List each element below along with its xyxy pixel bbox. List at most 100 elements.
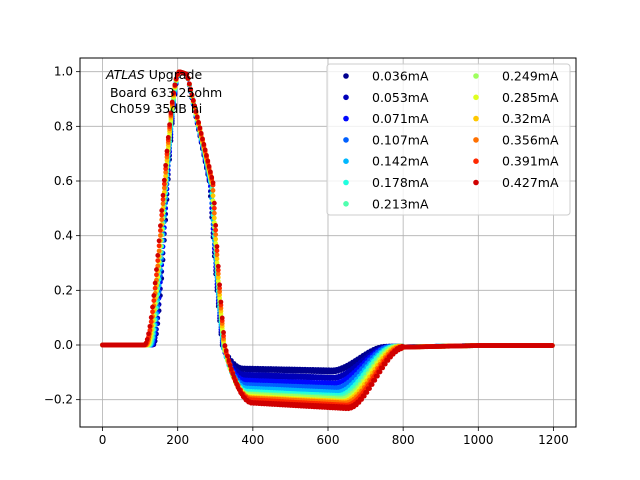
- data-point: [147, 323, 153, 329]
- data-point: [372, 377, 378, 383]
- data-point: [159, 212, 165, 218]
- legend-label: 0.071mA: [372, 111, 429, 126]
- data-point: [221, 330, 226, 335]
- data-point: [186, 81, 192, 87]
- data-point: [205, 158, 211, 164]
- legend-marker: [343, 73, 349, 79]
- data-point: [210, 188, 216, 193]
- data-point: [215, 267, 221, 273]
- data-point: [217, 292, 222, 298]
- legend-label: 0.053mA: [372, 90, 429, 105]
- data-point: [173, 76, 179, 82]
- data-point: [189, 92, 195, 98]
- data-point: [380, 365, 386, 371]
- data-point: [151, 293, 157, 298]
- legend-marker: [343, 158, 349, 164]
- data-point: [206, 163, 212, 169]
- data-point: [215, 278, 221, 284]
- axis-ticks: 0 200 400 600 800 1000 1200−0.20.00.20.40.60.8…: [44, 65, 569, 447]
- legend-items: 0.036mA 0.053mA 0.071mA 0.107mA 0.142mA 0.178…: [343, 69, 559, 211]
- y-tick-label: 0.2: [54, 283, 73, 297]
- data-point: [194, 114, 200, 120]
- data-point: [167, 122, 173, 127]
- data-point: [158, 228, 163, 233]
- legend-label: 0.249mA: [502, 69, 559, 84]
- data-point: [549, 343, 555, 348]
- legend-label: 0.107mA: [372, 132, 429, 147]
- data-point: [369, 382, 375, 387]
- data-point: [210, 180, 216, 186]
- data-point: [202, 147, 208, 153]
- legend-marker: [473, 115, 479, 122]
- data-point: [156, 243, 162, 249]
- legend-label: 0.356mA: [502, 132, 559, 147]
- data-point: [159, 217, 165, 223]
- data-point: [367, 386, 372, 391]
- x-tick-label: 1000: [463, 433, 494, 447]
- y-tick-label: 1.0: [54, 65, 73, 79]
- data-point: [217, 289, 222, 295]
- data-point: [155, 253, 161, 258]
- data-point: [227, 363, 233, 368]
- legend-marker: [473, 137, 479, 143]
- data-point: [211, 200, 217, 206]
- data-point: [192, 103, 198, 109]
- x-tick-label: 800: [392, 433, 415, 447]
- annotation-experiment: ATLAS: [105, 67, 145, 82]
- y-tick-label: 0.0: [54, 338, 73, 352]
- y-tick-label: 0.4: [54, 229, 73, 243]
- data-point: [163, 169, 169, 175]
- legend-label: 0.285mA: [502, 90, 559, 105]
- atlas-annotation: ATLAS Upgrade Board 633 25ohm Ch059 35dB…: [105, 67, 222, 116]
- data-point: [385, 358, 391, 363]
- data-point: [213, 227, 219, 233]
- data-point: [148, 315, 154, 320]
- y-tick-label: 0.8: [54, 119, 73, 133]
- legend-marker: [343, 179, 349, 186]
- legend-label: 0.178mA: [372, 175, 429, 190]
- data-point: [160, 197, 166, 202]
- legend-marker: [473, 158, 479, 164]
- data-point: [382, 361, 388, 367]
- data-point: [163, 166, 169, 172]
- data-point: [215, 275, 221, 280]
- data-point: [146, 331, 151, 337]
- data-point: [155, 258, 161, 263]
- legend-label: 0.036mA: [372, 69, 429, 84]
- data-point: [211, 215, 217, 221]
- legend-marker: [343, 94, 349, 101]
- data-point: [184, 71, 190, 77]
- data-point: [377, 369, 383, 375]
- legend-label: 0.427mA: [502, 175, 559, 190]
- data-point: [361, 393, 367, 399]
- data-point: [197, 125, 203, 131]
- data-point: [165, 135, 171, 140]
- data-point: [143, 340, 149, 346]
- data-point: [185, 75, 191, 81]
- legend-marker: [343, 137, 349, 143]
- data-point: [151, 298, 157, 304]
- legend-marker: [343, 201, 349, 207]
- legend-box: [326, 63, 571, 216]
- data-point: [144, 337, 150, 342]
- annotation-line-1-rest: Upgrade: [145, 67, 203, 82]
- y-tick-label: 0.6: [54, 174, 73, 188]
- data-point: [168, 110, 174, 116]
- legend-marker: [473, 73, 479, 79]
- legend: 0.036mA 0.053mA 0.071mA 0.107mA 0.142mA 0.178…: [326, 63, 571, 216]
- x-tick-label: 200: [166, 433, 189, 447]
- data-point: [210, 193, 216, 199]
- legend-label: 0.142mA: [372, 154, 429, 169]
- data-point: [152, 285, 158, 291]
- series-0.427mA: [100, 69, 555, 412]
- annotation-line-2: Board 633 25ohm: [106, 85, 222, 100]
- data-point: [225, 353, 230, 359]
- data-point: [223, 348, 229, 353]
- data-point: [150, 304, 155, 310]
- data-point: [214, 248, 220, 254]
- data-point: [152, 280, 158, 286]
- x-tick-label: 1200: [538, 433, 569, 447]
- data-point: [163, 173, 169, 179]
- data-point: [200, 136, 205, 142]
